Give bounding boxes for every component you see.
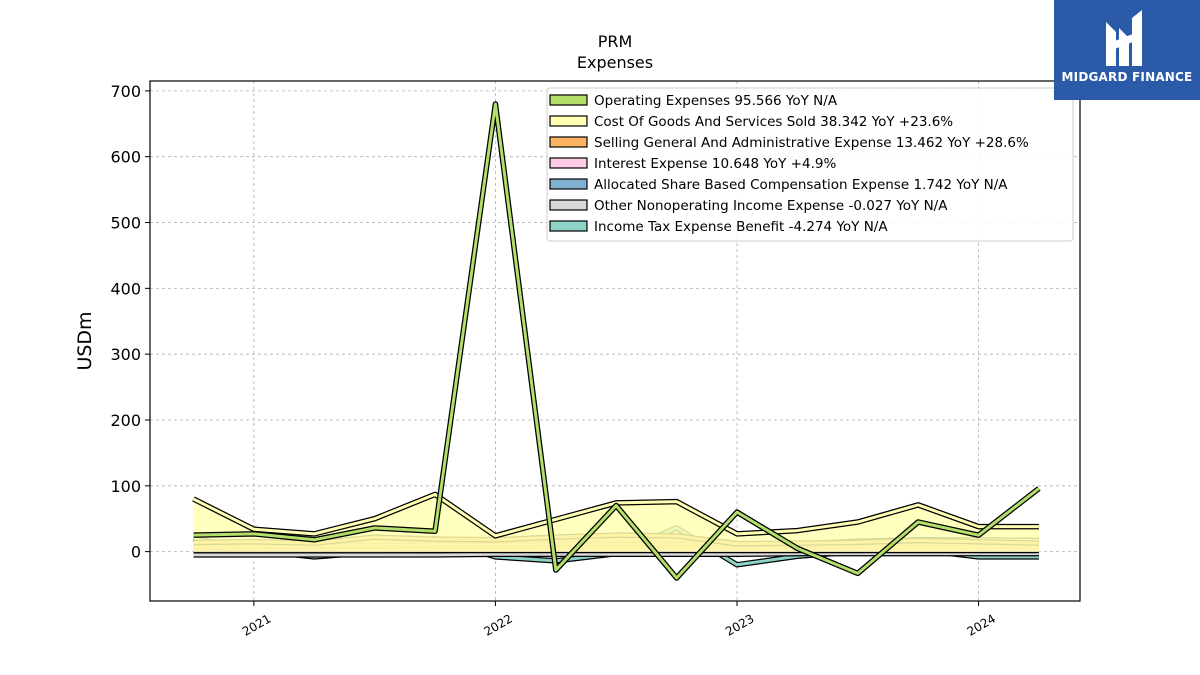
legend-swatch [549, 115, 588, 127]
logo-mark-icon [1106, 10, 1142, 66]
logo-text: MIDGARD FINANCE [1061, 70, 1193, 84]
y-tick-label: 600 [110, 148, 141, 167]
axes: 0 100 200 300 400 500 600 700 2021 2022 2023 2024 [110, 80, 1081, 639]
series-group [192, 101, 1041, 581]
legend-swatch [549, 157, 588, 169]
legend-label: Interest Expense 10.648 YoY +4.9% [594, 156, 836, 172]
legend-swatch [549, 136, 588, 148]
x-tick-label: 2021 [240, 611, 273, 638]
legend-label: Operating Expenses 95.566 YoY N/A [594, 93, 838, 109]
y-tick-label: 500 [110, 214, 141, 233]
y-tick-label: 200 [110, 411, 141, 430]
chart-title: PRM [598, 32, 633, 51]
x-tick-label: 2024 [965, 611, 998, 638]
y-tick-label: 100 [110, 477, 141, 496]
series-line-operating-expenses [193, 102, 1040, 580]
legend-label: Income Tax Expense Benefit -4.274 YoY N/… [594, 219, 888, 235]
series-line-other-nonoperating-income-expense [193, 552, 1039, 557]
x-tick-label: 2022 [481, 611, 514, 638]
y-axis-label: USDm [74, 311, 96, 370]
legend: Operating Expenses 95.566 YoY N/A Cost Of… [546, 87, 1074, 242]
legend-label: Cost Of Goods And Services Sold 38.342 Y… [594, 114, 953, 130]
y-tick-label: 300 [110, 345, 141, 364]
y-tick-label: 700 [110, 82, 141, 101]
logo: MIDGARD FINANCE [1054, 0, 1200, 100]
y-tick-label: 0 [131, 543, 141, 562]
legend-swatch [549, 94, 588, 106]
legend-label: Allocated Share Based Compensation Expen… [594, 177, 1008, 193]
legend-swatch [549, 220, 588, 232]
x-tick-label: 2023 [723, 611, 756, 638]
chart-subtitle: Expenses [577, 53, 653, 72]
legend-label: Selling General And Administrative Expen… [594, 135, 1029, 151]
legend-box [546, 87, 1074, 242]
plot-frame [149, 80, 1081, 602]
y-tick-label: 400 [110, 279, 141, 298]
legend-swatch [549, 199, 588, 211]
legend-swatch [549, 178, 588, 190]
legend-label: Other Nonoperating Income Expense -0.027… [594, 198, 948, 214]
